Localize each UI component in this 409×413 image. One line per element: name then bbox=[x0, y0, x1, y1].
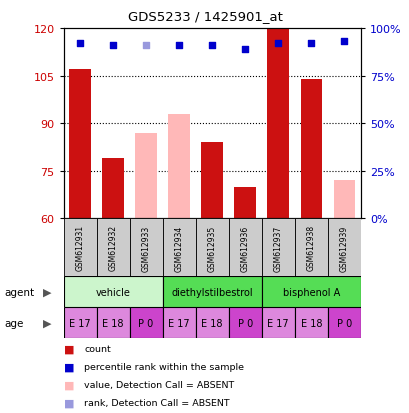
Bar bbox=[135, 133, 157, 219]
Text: GSM612936: GSM612936 bbox=[240, 225, 249, 271]
Bar bbox=[201, 143, 222, 219]
Bar bbox=[327, 219, 360, 277]
Point bbox=[274, 41, 281, 47]
Text: P 0: P 0 bbox=[336, 318, 351, 328]
Text: E 17: E 17 bbox=[267, 318, 288, 328]
Bar bbox=[261, 219, 294, 277]
Text: E 18: E 18 bbox=[300, 318, 321, 328]
Bar bbox=[129, 308, 162, 339]
Text: GSM612935: GSM612935 bbox=[207, 225, 216, 271]
Bar bbox=[195, 308, 228, 339]
Bar bbox=[168, 114, 189, 219]
Bar bbox=[267, 29, 288, 219]
Text: value, Detection Call = ABSENT: value, Detection Call = ABSENT bbox=[84, 380, 234, 389]
Text: E 17: E 17 bbox=[168, 318, 189, 328]
Text: E 18: E 18 bbox=[201, 318, 222, 328]
Bar bbox=[102, 159, 124, 219]
Bar bbox=[261, 308, 294, 339]
Point bbox=[241, 47, 248, 53]
Text: GSM612932: GSM612932 bbox=[108, 225, 117, 271]
Text: percentile rank within the sample: percentile rank within the sample bbox=[84, 362, 243, 371]
Bar bbox=[261, 277, 360, 308]
Text: age: age bbox=[4, 318, 23, 328]
Point bbox=[110, 43, 116, 49]
Bar bbox=[327, 308, 360, 339]
Bar bbox=[228, 219, 261, 277]
Text: P 0: P 0 bbox=[138, 318, 153, 328]
Text: diethylstilbestrol: diethylstilbestrol bbox=[171, 287, 252, 297]
Text: ■: ■ bbox=[63, 362, 74, 372]
Text: P 0: P 0 bbox=[237, 318, 252, 328]
Bar bbox=[97, 219, 129, 277]
Point bbox=[175, 43, 182, 49]
Text: GSM612939: GSM612939 bbox=[339, 225, 348, 271]
Bar bbox=[234, 187, 255, 219]
Bar bbox=[129, 219, 162, 277]
Bar bbox=[97, 308, 129, 339]
Text: GSM612931: GSM612931 bbox=[75, 225, 84, 271]
Text: vehicle: vehicle bbox=[95, 287, 130, 297]
Text: count: count bbox=[84, 344, 110, 354]
Point bbox=[340, 39, 347, 45]
Bar bbox=[69, 70, 90, 219]
Text: agent: agent bbox=[4, 287, 34, 297]
Text: ▶: ▶ bbox=[43, 287, 52, 297]
Text: GDS5233 / 1425901_at: GDS5233 / 1425901_at bbox=[127, 10, 282, 23]
Bar bbox=[162, 277, 261, 308]
Bar bbox=[294, 219, 327, 277]
Bar bbox=[228, 308, 261, 339]
Point bbox=[76, 41, 83, 47]
Text: E 18: E 18 bbox=[102, 318, 124, 328]
Text: ■: ■ bbox=[63, 397, 74, 407]
Text: GSM612934: GSM612934 bbox=[174, 225, 183, 271]
Text: ■: ■ bbox=[63, 344, 74, 354]
Text: GSM612937: GSM612937 bbox=[273, 225, 282, 271]
Text: bisphenol A: bisphenol A bbox=[282, 287, 339, 297]
Bar bbox=[195, 219, 228, 277]
Bar bbox=[300, 80, 321, 219]
Point bbox=[142, 43, 149, 49]
Bar bbox=[63, 277, 162, 308]
Bar bbox=[63, 219, 97, 277]
Text: ▶: ▶ bbox=[43, 318, 52, 328]
Text: rank, Detection Call = ABSENT: rank, Detection Call = ABSENT bbox=[84, 398, 229, 407]
Bar bbox=[162, 308, 195, 339]
Point bbox=[307, 41, 314, 47]
Text: GSM612938: GSM612938 bbox=[306, 225, 315, 271]
Bar bbox=[162, 219, 195, 277]
Text: GSM612933: GSM612933 bbox=[141, 225, 150, 271]
Text: ■: ■ bbox=[63, 380, 74, 389]
Bar bbox=[333, 181, 354, 219]
Bar bbox=[294, 308, 327, 339]
Bar bbox=[63, 308, 97, 339]
Text: E 17: E 17 bbox=[69, 318, 91, 328]
Point bbox=[208, 43, 215, 49]
